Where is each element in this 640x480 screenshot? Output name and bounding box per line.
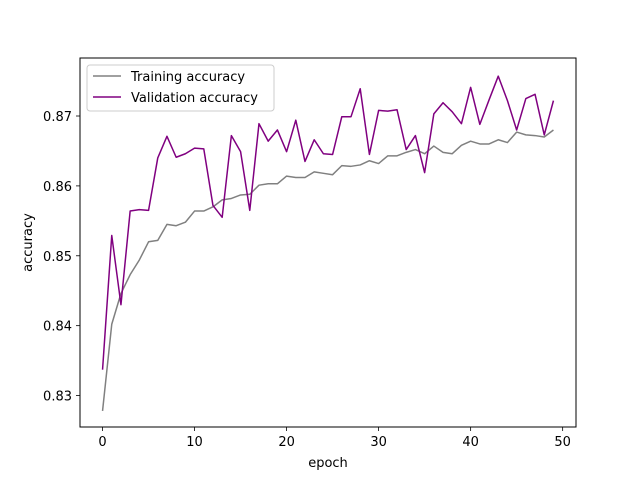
legend: Training accuracy Validation accuracy xyxy=(86,64,275,112)
y-tick-label: 0.86 xyxy=(43,180,72,195)
x-tick-label: 10 xyxy=(186,435,203,450)
legend-label-training: Training accuracy xyxy=(130,70,245,85)
y-axis: 0.83 0.84 0.85 0.86 0.87 xyxy=(43,110,80,405)
y-tick-label: 0.87 xyxy=(43,110,72,125)
y-axis-label: accuracy xyxy=(21,213,36,272)
y-tick-label: 0.85 xyxy=(43,250,72,265)
series-layer xyxy=(101,75,555,412)
series-line-0 xyxy=(101,129,554,412)
y-tick-label: 0.83 xyxy=(43,390,72,405)
x-tick-label: 30 xyxy=(370,435,387,450)
x-axis: 0 10 20 30 40 50 xyxy=(98,427,571,450)
x-tick-label: 40 xyxy=(462,435,479,450)
x-tick-label: 0 xyxy=(98,435,106,450)
x-axis-label: epoch xyxy=(308,456,348,471)
x-tick-label: 20 xyxy=(278,435,295,450)
series-line-1 xyxy=(101,75,555,370)
x-tick-label: 50 xyxy=(554,435,571,450)
legend-label-validation: Validation accuracy xyxy=(131,91,258,106)
plot-frame xyxy=(79,57,577,428)
y-tick-label: 0.84 xyxy=(43,320,72,335)
legend-box xyxy=(86,64,275,112)
